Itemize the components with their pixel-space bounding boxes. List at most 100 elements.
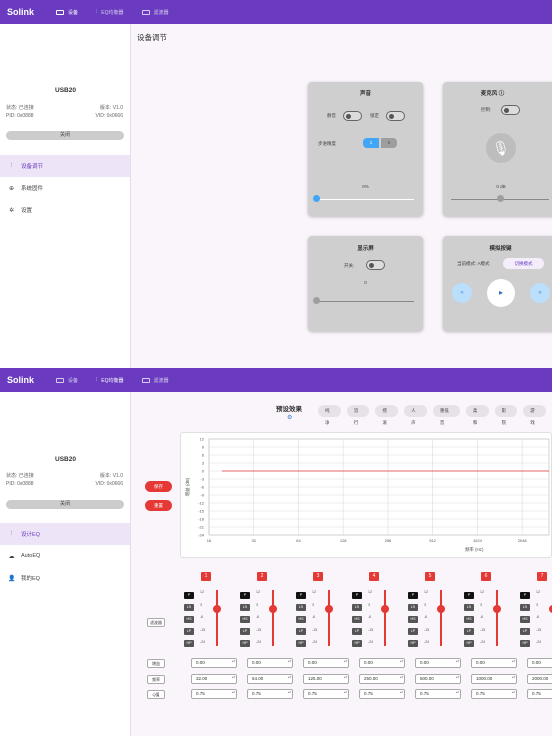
freq-input[interactable]: 64.00 bbox=[247, 674, 293, 684]
preset-chip[interactable]: 纯净 bbox=[318, 405, 341, 425]
sidebar-item-autoeq[interactable]: ☁ AutoEQ bbox=[0, 545, 130, 567]
preset-chip[interactable]: 柔和 bbox=[465, 405, 489, 425]
gain-slider-knob[interactable] bbox=[213, 604, 221, 613]
gain-input[interactable]: 0.00 bbox=[415, 658, 461, 668]
filter-type-button[interactable]: LP bbox=[464, 628, 474, 635]
gain-slider-knob[interactable] bbox=[437, 604, 445, 613]
filter-type-button[interactable]: LP bbox=[184, 628, 194, 635]
freq-input[interactable]: 2000.00 bbox=[527, 674, 552, 684]
filter-type-button[interactable]: HP bbox=[296, 640, 306, 647]
filter-type-button[interactable]: HS bbox=[520, 616, 530, 623]
gain-slider-knob[interactable] bbox=[549, 604, 552, 613]
filter-type-button[interactable]: P bbox=[352, 592, 362, 599]
filter-type-button[interactable]: HS bbox=[464, 616, 474, 623]
filter-type-button[interactable]: LS bbox=[464, 604, 474, 611]
gain-slider-track[interactable] bbox=[328, 590, 330, 646]
brightness-slider-track[interactable] bbox=[316, 301, 414, 302]
brightness-slider-knob[interactable] bbox=[312, 297, 320, 304]
close-button[interactable]: 关闭 bbox=[6, 131, 124, 140]
gain-input[interactable]: 0.00 bbox=[303, 658, 349, 668]
filter-type-button[interactable]: HP bbox=[352, 640, 362, 647]
freq-input[interactable]: 125.00 bbox=[303, 674, 349, 684]
nav-device[interactable]: 设备 bbox=[56, 377, 78, 384]
gain-slider-track[interactable] bbox=[496, 590, 498, 646]
mic-slider-knob[interactable] bbox=[496, 195, 504, 202]
nav-filter[interactable]: 滤波器 bbox=[141, 377, 169, 384]
prev-button[interactable]: « bbox=[452, 283, 472, 303]
gain-slider-knob[interactable] bbox=[381, 604, 389, 613]
gain-slider-track[interactable] bbox=[272, 590, 274, 646]
filter-type-button[interactable]: LP bbox=[240, 628, 250, 635]
filter-type-button[interactable]: LS bbox=[296, 604, 306, 611]
freq-input[interactable]: 500.00 bbox=[415, 674, 461, 684]
filter-type-button[interactable]: HP bbox=[464, 640, 474, 647]
filter-type-button[interactable]: HP bbox=[184, 640, 194, 647]
filter-type-button[interactable]: P bbox=[296, 592, 306, 599]
q-input[interactable]: 0.75 bbox=[191, 689, 237, 699]
preset-chip[interactable]: 人声 bbox=[404, 405, 427, 425]
preset-chip[interactable]: 摇滚 bbox=[375, 405, 399, 425]
q-input[interactable]: 0.75 bbox=[303, 689, 349, 699]
help-icon[interactable]: ⓘ bbox=[498, 91, 505, 97]
freq-input[interactable]: 1000.00 bbox=[471, 674, 517, 684]
sidebar-item-my-eq[interactable]: 👤 我的EQ bbox=[0, 567, 130, 589]
freq-input[interactable]: 32.00 bbox=[191, 674, 237, 684]
filter-type-button[interactable]: LS bbox=[520, 604, 530, 611]
mute-toggle[interactable] bbox=[343, 111, 362, 121]
reset-button[interactable]: 重置 bbox=[145, 500, 172, 511]
filter-type-button[interactable]: P bbox=[408, 592, 418, 599]
mic-toggle[interactable] bbox=[501, 105, 520, 115]
q-input[interactable]: 0.75 bbox=[415, 689, 461, 699]
filter-type-button[interactable]: LS bbox=[240, 604, 250, 611]
filter-type-button[interactable]: LS bbox=[408, 604, 418, 611]
filter-type-button[interactable]: LP bbox=[296, 628, 306, 635]
filter-type-button[interactable]: HS bbox=[352, 616, 362, 623]
gain-input[interactable]: 0.00 bbox=[527, 658, 552, 668]
filter-type-button[interactable]: HS bbox=[408, 616, 418, 623]
preset-chip[interactable]: 影院 bbox=[494, 405, 518, 425]
filter-type-button[interactable]: P bbox=[520, 592, 530, 599]
save-button[interactable]: 保存 bbox=[145, 481, 172, 492]
filter-type-button[interactable]: HP bbox=[408, 640, 418, 647]
filter-type-button[interactable]: LP bbox=[520, 628, 530, 635]
step-option-5[interactable]: 5 bbox=[381, 138, 397, 148]
gain-slider-track[interactable] bbox=[440, 590, 442, 646]
gain-input[interactable]: 0.00 bbox=[247, 658, 293, 668]
gain-slider-knob[interactable] bbox=[325, 604, 333, 613]
gain-slider-knob[interactable] bbox=[493, 604, 501, 613]
nav-eq[interactable]: ⫶ EQ均衡器 bbox=[96, 377, 124, 384]
microphone-icon[interactable]: 🎙 bbox=[486, 133, 516, 163]
preset-chip[interactable]: 流行 bbox=[346, 405, 370, 425]
preset-chip[interactable]: 重低音 bbox=[432, 405, 460, 425]
filter-type-button[interactable]: LP bbox=[352, 628, 362, 635]
filter-type-button[interactable]: LS bbox=[184, 604, 194, 611]
filter-type-button[interactable]: LP bbox=[408, 628, 418, 635]
q-input[interactable]: 0.75 bbox=[247, 689, 293, 699]
filter-type-button[interactable]: P bbox=[184, 592, 194, 599]
q-input[interactable]: 0.75 bbox=[359, 689, 405, 699]
q-input[interactable]: 0.75 bbox=[471, 689, 517, 699]
filter-type-button[interactable]: HS bbox=[296, 616, 306, 623]
volume-slider-knob[interactable] bbox=[312, 195, 320, 202]
filter-type-button[interactable]: HS bbox=[184, 616, 194, 623]
step-option-1[interactable]: 1 bbox=[363, 138, 379, 148]
preset-chip[interactable]: 游戏 bbox=[523, 405, 546, 425]
filter-type-button[interactable]: HP bbox=[520, 640, 530, 647]
next-button[interactable]: » bbox=[530, 283, 550, 303]
freq-input[interactable]: 250.00 bbox=[359, 674, 405, 684]
filter-type-button[interactable]: HP bbox=[240, 640, 250, 647]
gain-slider-knob[interactable] bbox=[269, 604, 277, 613]
sidebar-item-design-eq[interactable]: ⫶ 设计EQ bbox=[0, 523, 130, 545]
sidebar-item-settings[interactable]: ✲ 设置 bbox=[0, 199, 130, 221]
gain-slider-track[interactable] bbox=[384, 590, 386, 646]
nav-eq[interactable]: ⫶ EQ均衡器 bbox=[96, 9, 124, 16]
filter-type-button[interactable]: P bbox=[240, 592, 250, 599]
q-input[interactable]: 0.75 bbox=[527, 689, 552, 699]
lock-toggle[interactable] bbox=[386, 111, 405, 121]
nav-device[interactable]: 设备 bbox=[56, 9, 78, 16]
filter-type-button[interactable]: HS bbox=[240, 616, 250, 623]
filter-type-button[interactable]: LS bbox=[352, 604, 362, 611]
filter-type-button[interactable]: P bbox=[464, 592, 474, 599]
sidebar-item-firmware[interactable]: ⊕ 系统固件 bbox=[0, 177, 130, 199]
display-toggle[interactable] bbox=[366, 260, 385, 270]
